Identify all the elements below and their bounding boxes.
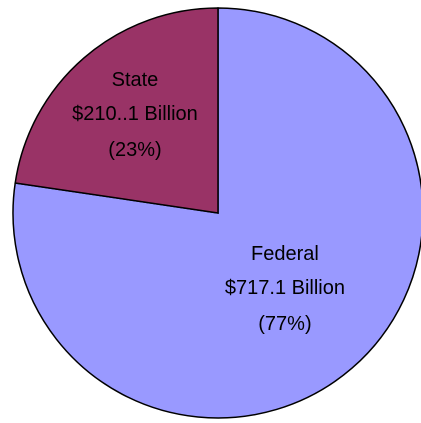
- slice-name: State: [112, 69, 159, 91]
- pie-slice: [14, 7, 219, 214]
- slice-value: $717.1 Billion: [225, 277, 345, 299]
- slice-value: $210..1 Billion: [72, 103, 198, 125]
- slice-percent: (77%): [258, 313, 311, 335]
- slice-name: Federal: [251, 243, 319, 265]
- slice-percent: (23%): [108, 139, 161, 161]
